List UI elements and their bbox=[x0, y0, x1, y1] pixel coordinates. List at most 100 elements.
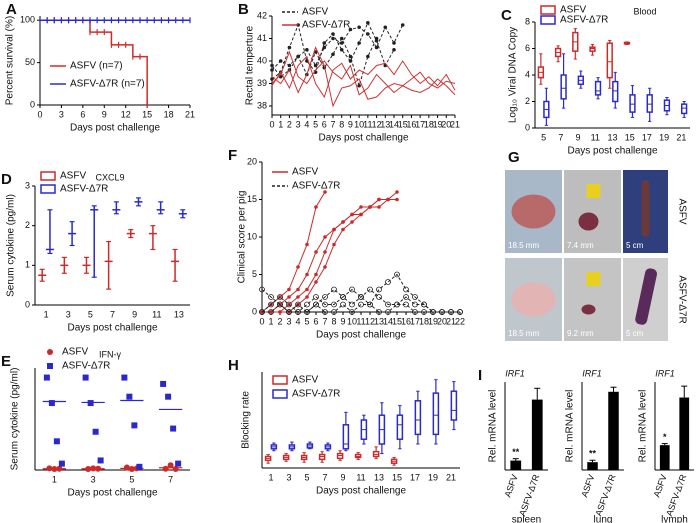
x-tick-label: 14 bbox=[383, 316, 393, 326]
significance: * bbox=[663, 432, 667, 442]
pig-point bbox=[367, 286, 373, 293]
x-tick-label: 3 bbox=[66, 309, 71, 319]
pig-point bbox=[350, 212, 354, 217]
pig-point bbox=[385, 309, 391, 315]
x-tick-label: 17 bbox=[642, 132, 652, 142]
pig-point bbox=[305, 47, 309, 52]
x-tick-label: 19 bbox=[433, 119, 443, 129]
pig-point bbox=[322, 301, 328, 308]
y-tick-label: 39 bbox=[257, 78, 267, 88]
organ bbox=[511, 194, 556, 229]
y-tick-label: 3 bbox=[25, 180, 30, 190]
y-axis-label: Serum cytokine (pg/ml) bbox=[10, 368, 21, 471]
y-axis-label: Percent survival (%) bbox=[5, 16, 16, 105]
point bbox=[172, 466, 179, 473]
pig-point bbox=[412, 309, 418, 315]
x-tick-label: 9 bbox=[340, 316, 345, 326]
legend-swatch bbox=[47, 349, 53, 355]
x-axis-label: Days post challenge bbox=[316, 486, 406, 497]
pig-point bbox=[340, 294, 346, 300]
point bbox=[82, 374, 89, 381]
pig-point bbox=[305, 272, 309, 277]
panel-letter: E bbox=[1, 353, 11, 370]
legend-label: ASFV-Δ7R (n=7) bbox=[70, 79, 145, 90]
pig-point bbox=[332, 242, 336, 247]
pig-point bbox=[313, 301, 319, 308]
x-tick-label: 21 bbox=[676, 132, 686, 142]
pig-point bbox=[385, 279, 391, 285]
pig-point bbox=[304, 309, 310, 315]
pig-point bbox=[296, 295, 300, 299]
point bbox=[43, 374, 50, 381]
y-axis-label: Log₁₀ Viral DNA Copy bbox=[508, 27, 519, 123]
box bbox=[606, 42, 613, 79]
x-axis-label: Days post challenge bbox=[70, 123, 160, 134]
pig-point bbox=[268, 301, 274, 308]
x-axis-label: Days post challenge bbox=[567, 146, 657, 157]
row-label: ASFV bbox=[676, 198, 687, 224]
pig-point bbox=[323, 265, 327, 269]
x-tick-label: ASFV bbox=[651, 473, 668, 499]
x-tick-label: 1 bbox=[268, 472, 273, 482]
point bbox=[160, 380, 167, 387]
pig-point bbox=[278, 74, 283, 79]
survival-step bbox=[125, 44, 134, 57]
legend-label: ASFV bbox=[560, 5, 586, 16]
pig-point bbox=[403, 294, 409, 300]
y-tick-label: 20 bbox=[247, 156, 257, 166]
scale-label: 9.2 mm bbox=[567, 329, 594, 338]
legend-label: ASFV-Δ7R bbox=[292, 389, 340, 400]
point bbox=[162, 465, 169, 472]
x-tick-label: 9 bbox=[576, 132, 581, 142]
x-tick-label: 5 bbox=[304, 472, 309, 482]
x-tick-label: 19 bbox=[428, 472, 438, 482]
pig-point bbox=[322, 309, 328, 315]
box bbox=[612, 80, 619, 103]
x-axis-label: Days post challenge bbox=[67, 323, 157, 334]
y-tick-label: 38 bbox=[257, 100, 267, 110]
box bbox=[560, 74, 567, 100]
chart-title: IRF1 bbox=[655, 368, 675, 378]
x-tick-label: 6 bbox=[313, 316, 318, 326]
legend-swatch bbox=[40, 171, 56, 181]
pig-point bbox=[304, 301, 310, 308]
x-tick-label: 4 bbox=[304, 119, 309, 129]
x-tick-label: 7 bbox=[322, 316, 327, 326]
chart-title: IFN-γ bbox=[99, 349, 121, 359]
x-tick-label: 17 bbox=[410, 316, 420, 326]
legend-swatch bbox=[272, 375, 288, 385]
x-tick-label: 5 bbox=[129, 474, 134, 484]
y-tick-label: 0 bbox=[525, 122, 530, 132]
pig-line bbox=[261, 191, 326, 313]
pig-point bbox=[349, 309, 355, 315]
x-tick-label: 3 bbox=[59, 109, 64, 119]
x-tick-label: 12 bbox=[372, 119, 382, 129]
panel-letter: I bbox=[478, 367, 482, 384]
pig-point bbox=[392, 41, 396, 45]
y-tick-label: 0 bbox=[30, 99, 35, 109]
point bbox=[136, 463, 143, 470]
pig-point bbox=[339, 47, 344, 52]
panel-letter: A bbox=[6, 1, 17, 18]
bar bbox=[608, 391, 619, 470]
pig-point bbox=[286, 301, 292, 308]
point bbox=[170, 425, 177, 432]
pig-point bbox=[395, 190, 399, 194]
pig-point bbox=[331, 301, 337, 308]
legend-swatch bbox=[47, 363, 53, 369]
pig-line bbox=[271, 46, 456, 108]
x-tick-label: 14 bbox=[389, 119, 399, 129]
x-tick-label: 19 bbox=[659, 132, 669, 142]
pig-line bbox=[262, 303, 460, 313]
point bbox=[53, 438, 60, 445]
survival-step bbox=[104, 31, 113, 45]
x-tick-label: 10 bbox=[347, 316, 357, 326]
bar bbox=[531, 399, 543, 470]
y-tick-label: 5 bbox=[252, 269, 257, 279]
y-tick-label: 0 bbox=[252, 306, 257, 316]
x-axis-label: lung bbox=[594, 515, 613, 523]
pig-point bbox=[323, 235, 327, 239]
y-axis-label: Blocking rate bbox=[241, 391, 252, 449]
pig-point bbox=[296, 287, 300, 292]
pig-point bbox=[314, 272, 318, 277]
